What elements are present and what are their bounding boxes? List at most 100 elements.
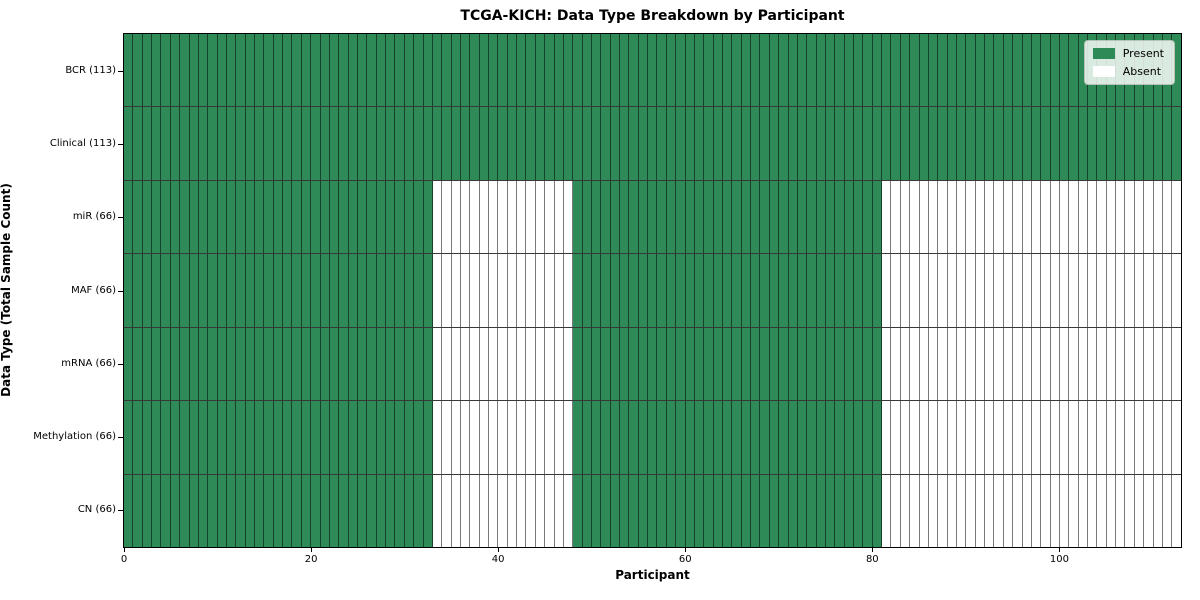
cell-present — [882, 107, 892, 180]
cell-present — [386, 474, 396, 547]
cell-present — [535, 107, 546, 180]
cell-present — [891, 34, 901, 107]
cell-present — [638, 254, 649, 327]
cell-present — [217, 180, 227, 254]
cell-absent — [891, 327, 901, 401]
cell-present — [751, 401, 761, 474]
cell-present — [133, 401, 143, 474]
cell-present — [386, 34, 396, 107]
cell-present — [376, 254, 387, 327]
cell-absent — [1106, 474, 1117, 547]
cell-present — [414, 34, 424, 107]
cell-present — [133, 474, 143, 547]
cell-absent — [1172, 254, 1181, 327]
cell-present — [329, 254, 340, 327]
cell-present — [170, 180, 181, 254]
cell-present — [152, 34, 162, 107]
cell-absent — [442, 474, 452, 547]
cell-absent — [1134, 474, 1145, 547]
cell-absent — [919, 327, 929, 401]
cell-present — [554, 34, 564, 107]
cell-present — [779, 107, 789, 180]
cell-present — [779, 254, 789, 327]
cell-present — [573, 474, 583, 547]
heatmap-row — [124, 327, 1181, 402]
cell-present — [723, 401, 733, 474]
cell-present — [442, 107, 452, 180]
cell-present — [152, 401, 162, 474]
cell-present — [414, 180, 424, 254]
cell-present — [648, 180, 658, 254]
cell-present — [835, 401, 845, 474]
x-tick-mark — [685, 548, 687, 552]
cell-absent — [545, 327, 555, 401]
cell-absent — [975, 180, 986, 254]
cell-present — [854, 180, 864, 254]
cell-absent — [535, 474, 546, 547]
cell-absent — [1097, 180, 1107, 254]
cell-absent — [882, 474, 892, 547]
cell-present — [732, 34, 742, 107]
cell-present — [320, 327, 330, 401]
cell-present — [357, 254, 368, 327]
y-tick-label: mRNA (66) — [61, 357, 116, 369]
cell-present — [386, 180, 396, 254]
cell-present — [975, 34, 986, 107]
cell-present — [357, 107, 368, 180]
cell-present — [1162, 107, 1173, 180]
cell-absent — [1125, 327, 1135, 401]
cell-absent — [1003, 254, 1014, 327]
cell-present — [591, 401, 602, 474]
cell-absent — [1106, 254, 1117, 327]
cell-absent — [882, 401, 892, 474]
cell-present — [760, 180, 770, 254]
cell-absent — [985, 401, 995, 474]
cell-present — [694, 180, 705, 254]
cell-present — [779, 180, 789, 254]
cell-present — [152, 327, 162, 401]
cell-present — [414, 401, 424, 474]
legend-item: Absent — [1092, 65, 1164, 78]
cell-absent — [517, 401, 527, 474]
cell-present — [1153, 107, 1163, 180]
cell-present — [170, 474, 181, 547]
cell-absent — [1003, 180, 1014, 254]
cell-present — [517, 107, 527, 180]
cell-absent — [1003, 401, 1014, 474]
cell-present — [751, 180, 761, 254]
cell-present — [245, 327, 256, 401]
cell-present — [301, 180, 312, 254]
cell-present — [311, 474, 321, 547]
cell-present — [208, 474, 218, 547]
cell-present — [620, 180, 630, 254]
heatmap-row — [124, 107, 1181, 181]
cell-absent — [1013, 401, 1023, 474]
cell-present — [601, 401, 611, 474]
cell-present — [423, 34, 433, 107]
cell-present — [133, 107, 143, 180]
cell-absent — [507, 401, 518, 474]
cell-present — [395, 34, 405, 107]
cell-present — [900, 107, 911, 180]
cell-present — [685, 474, 695, 547]
cell-present — [835, 327, 845, 401]
cell-present — [479, 107, 490, 180]
cell-present — [198, 254, 209, 327]
cell-present — [788, 474, 798, 547]
cell-present — [573, 327, 583, 401]
cell-present — [152, 474, 162, 547]
cell-present — [732, 474, 742, 547]
cell-absent — [1041, 254, 1051, 327]
cell-present — [573, 107, 583, 180]
cell-absent — [891, 254, 901, 327]
cell-present — [489, 107, 499, 180]
legend-label: Absent — [1122, 65, 1162, 78]
cell-present — [339, 327, 349, 401]
cell-absent — [928, 180, 939, 254]
cell-absent — [947, 180, 957, 254]
cell-absent — [1116, 401, 1126, 474]
cell-absent — [910, 327, 920, 401]
cell-present — [189, 327, 199, 401]
cell-absent — [900, 180, 911, 254]
cell-present — [236, 401, 246, 474]
